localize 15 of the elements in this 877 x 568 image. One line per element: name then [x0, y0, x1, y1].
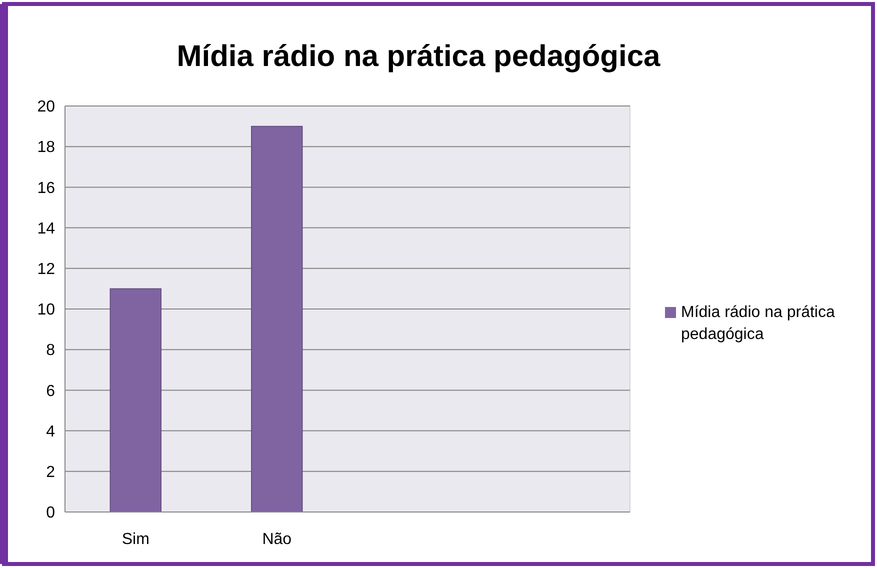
y-tick-label: 20 — [37, 98, 56, 116]
chart-title: Mídia rádio na prática pedagógica — [176, 40, 661, 73]
x-tick-label: Sim — [122, 531, 150, 548]
y-tick-label: 16 — [37, 180, 56, 197]
y-tick-label: 4 — [46, 423, 56, 440]
x-tick-label: Não — [262, 531, 292, 548]
y-tick-label: 18 — [37, 139, 56, 156]
y-tick-label: 8 — [46, 342, 56, 360]
y-tick-label: 2 — [46, 464, 56, 481]
y-tick-label: 12 — [37, 261, 56, 278]
y-tick-label: 14 — [37, 220, 56, 238]
y-tick-label: 6 — [46, 382, 56, 400]
legend-label: Mídia rádio na prática pedagógica — [681, 304, 835, 343]
y-tick-label: 0 — [46, 504, 56, 522]
y-tick-label: 10 — [37, 302, 56, 319]
